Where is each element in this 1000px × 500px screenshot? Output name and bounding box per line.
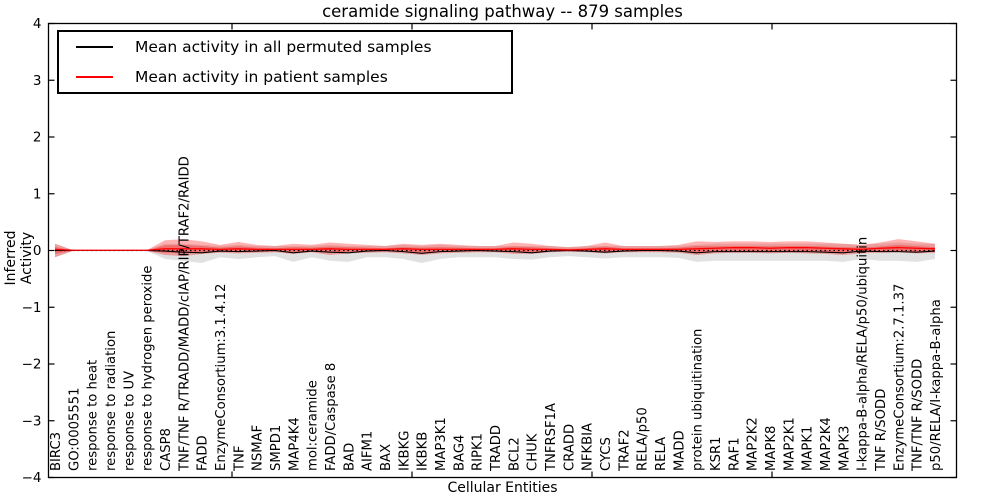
x-tick-label: RELA/p50: [636, 407, 651, 471]
x-tick-label: RIPK1: [471, 433, 486, 471]
patient-band: [55, 239, 935, 258]
patient-line-swatch: [76, 76, 113, 78]
x-tick-label: MAPK1: [801, 426, 816, 471]
x-tick-label: MAP4K4: [287, 417, 302, 471]
x-tick-label: I-kappa-B-alpha/RELA/p50/ubiquitin: [856, 237, 871, 471]
x-tick-label: BAX: [379, 444, 394, 471]
x-tick-label: TNF R/SODD: [874, 389, 889, 472]
y-tick-label: −3: [22, 413, 42, 429]
y-tick-labels: −4 −3 −2 −1 0 1 2 3 4: [22, 16, 42, 486]
x-tick-label: RAF1: [727, 437, 742, 471]
x-tick-label: protein ubiquitination: [691, 329, 706, 471]
x-tick-label: SMPD1: [269, 425, 284, 471]
x-tick-label: CASP8: [159, 428, 174, 471]
x-tick-label: BAD: [342, 443, 357, 471]
x-tick-label: EnzymeConsortium:2.7.1.37: [892, 284, 907, 471]
series-lines: [54, 247, 936, 254]
x-tick-label: RELA: [654, 437, 669, 471]
x-tick-label: IKBKB: [416, 432, 431, 471]
x-tick-label: response to heat: [86, 360, 101, 471]
y-tick-label: −2: [22, 357, 42, 373]
x-tick-label: response to radiation: [104, 331, 119, 471]
x-tick-label: MAP2K2: [746, 417, 761, 471]
legend-label-permuted: Mean activity in all permuted samples: [135, 38, 432, 56]
legend-label-patient: Mean activity in patient samples: [135, 68, 388, 86]
y-tick-label: 2: [33, 130, 42, 146]
x-tick-labels: BIRC3 GO:0005551 response to heat response …: [49, 156, 944, 472]
y-tick-label: 4: [33, 16, 42, 32]
x-tick-label: AIFM1: [361, 431, 376, 471]
x-tick-label: MAPK3: [837, 426, 852, 471]
x-tick-label: FADD: [196, 435, 211, 471]
x-tick-label: TNF/TNF R/SODD: [911, 359, 926, 472]
x-tick-label: MAP2K4: [819, 417, 834, 471]
x-tick-label: BAG4: [452, 435, 467, 471]
y-axis-label: Inferred Activity: [3, 230, 35, 286]
y-tick-label: 3: [33, 73, 42, 89]
permuted-line-swatch: [76, 46, 113, 48]
x-tick-label: CYCS: [599, 437, 614, 471]
x-tick-label: TRAF2: [617, 429, 632, 472]
x-tick-label: IKBKG: [397, 431, 412, 471]
legend: Mean activity in all permuted samples Me…: [57, 30, 513, 94]
x-tick-label: TNF: [232, 445, 247, 472]
y-tick-label: −1: [22, 300, 42, 316]
x-tick-label: TRADD: [489, 425, 504, 472]
x-tick-label: BCL2: [507, 437, 522, 471]
x-tick-label: MADD: [672, 430, 687, 471]
legend-item-patient: Mean activity in patient samples: [59, 62, 511, 92]
x-tick-label: NSMAF: [251, 425, 266, 471]
y-tick-label: −4: [22, 470, 42, 486]
x-tick-label: FADD/Caspase 8: [324, 363, 339, 471]
x-tick-label: GO:0005551: [67, 387, 82, 471]
x-tick-label: response to UV: [122, 371, 137, 471]
x-tick-label: TNF/TNF R/TRADD/MADD/cIAP/RIP/TRAF2/RAID…: [177, 156, 192, 472]
chart-title: ceramide signaling pathway -- 879 sample…: [322, 2, 683, 21]
x-tick-label: EnzymeConsortium:3.1.4.12: [214, 284, 229, 471]
x-tick-label: CHUK: [526, 433, 541, 471]
x-tick-label: mol:ceramide: [306, 380, 321, 471]
x-tick-label: BIRC3: [49, 432, 64, 471]
x-tick-label: NFKBIA: [581, 423, 596, 471]
x-tick-label: p50/RELA/I-kappa-B-alpha: [929, 299, 944, 471]
x-tick-label: KSR1: [709, 436, 724, 471]
x-tick-label: MAP2K1: [782, 417, 797, 471]
y-tick-label: 1: [33, 186, 42, 202]
legend-item-permuted: Mean activity in all permuted samples: [59, 32, 511, 62]
permuted-mean-line: [55, 249, 936, 254]
x-tick-label: CRADD: [562, 424, 577, 471]
y-tick-label: 0: [33, 243, 42, 259]
x-tick-label: MAPK8: [764, 426, 779, 471]
x-axis-label: Cellular Entities: [447, 480, 558, 496]
x-tick-label: MAP3K1: [434, 417, 449, 471]
patient-mean-line: [54, 247, 936, 251]
x-tick-label: response to hydrogen peroxide: [141, 265, 156, 471]
axis-ticks: [48, 22, 957, 479]
x-tick-label: TNFRSF1A: [544, 403, 559, 472]
